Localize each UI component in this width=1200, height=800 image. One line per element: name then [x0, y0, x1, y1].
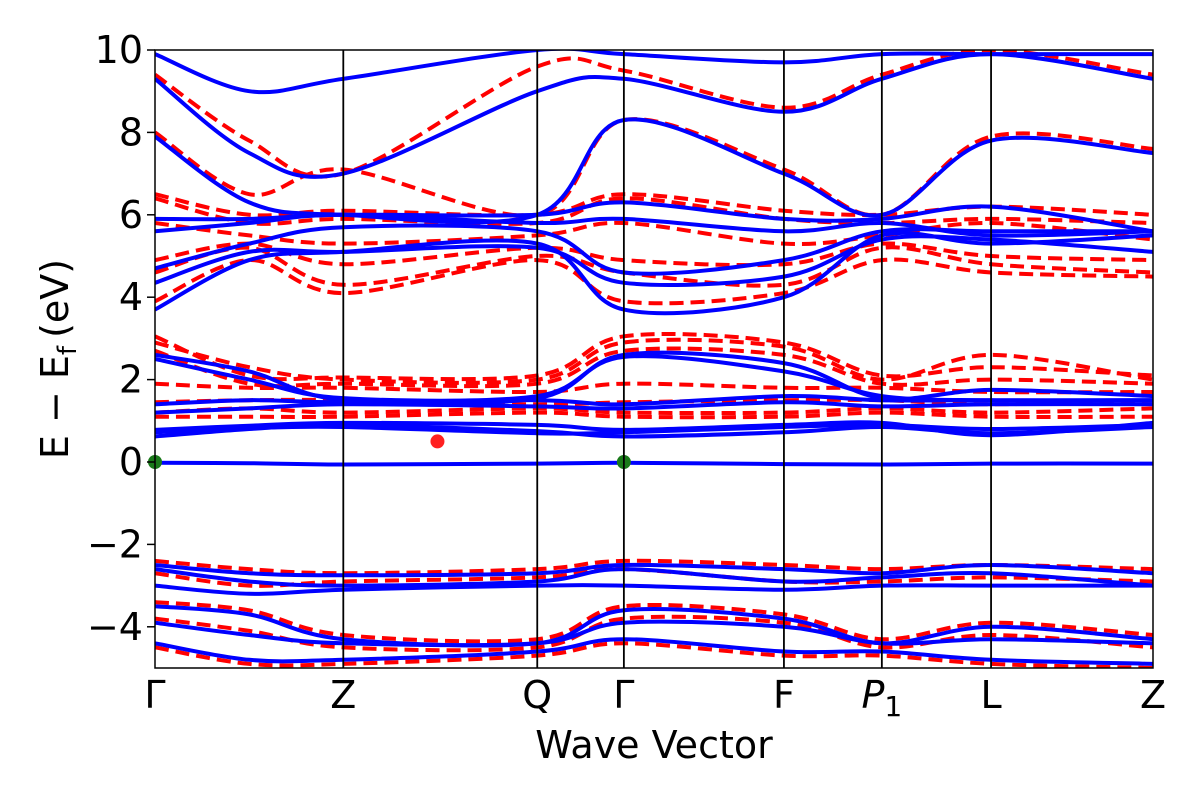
band-blue-21: [155, 637, 1153, 666]
y-axis-label: E − Ef (eV): [33, 259, 83, 459]
band-red-30: [155, 196, 1153, 226]
band-red-34: [155, 257, 1153, 306]
y-tick-label-1: 8: [119, 110, 143, 154]
band-red-39: [155, 600, 1153, 644]
band-blue-8: [155, 234, 1153, 287]
band-red-23: [155, 337, 1153, 385]
marker-2: [430, 434, 445, 449]
band-blue-12: [155, 200, 1153, 234]
bands-layer: [155, 50, 1153, 668]
band-blue-7: [155, 354, 1153, 403]
y-tick-label-5: 0: [119, 440, 143, 484]
x-tick-label-6: L: [980, 673, 1001, 717]
band-red-28: [155, 410, 1153, 420]
x-tick-label-0: Γ: [144, 673, 165, 717]
band-blue-14: [155, 52, 1153, 179]
x-tick-label-4: F: [773, 673, 795, 717]
band-blue-18: [155, 583, 1153, 596]
x-ticks: Γ Z Q Γ F P1 L Z: [144, 673, 1166, 723]
y-tick-label-2: 6: [119, 193, 143, 237]
x-tick-label-1: Z: [330, 673, 356, 717]
y-axis-label-main: E − E: [33, 355, 77, 459]
band-blue-17: [155, 567, 1153, 588]
band-red-37: [155, 558, 1153, 576]
band-red-41: [155, 641, 1153, 668]
band-blue-2: [155, 422, 1153, 436]
y-axis-label-unit: (eV): [33, 259, 77, 338]
band-blue-4: [155, 400, 1153, 415]
band-blue-20: [155, 619, 1153, 648]
y-tick-label-4: 2: [119, 358, 143, 402]
x-tick-label-7: Z: [1140, 673, 1166, 717]
band-red-31: [155, 220, 1153, 246]
x-tick-label-2: Q: [522, 673, 552, 717]
y-tick-label-0: 10: [95, 28, 143, 72]
markers-layer: [148, 434, 631, 469]
band-blue-0: [155, 460, 1153, 467]
kpoint-lines: [342, 50, 992, 668]
band-red-27: [155, 406, 1153, 416]
y-axis-label-sub: f: [53, 345, 83, 355]
y-tick-label-6: −2: [87, 522, 143, 566]
x-tick-label-3: Γ: [613, 673, 634, 717]
y-tick-label-3: 4: [119, 275, 143, 319]
band-blue-3: [155, 420, 1153, 438]
band-red-36: [155, 50, 1153, 179]
y-tick-label-7: −4: [87, 605, 143, 649]
y-ticks: 10 8 6 4 2 0 −2 −4: [87, 28, 155, 649]
band-blue-16: [155, 562, 1153, 578]
band-blue-10: [155, 223, 1153, 276]
x-tick-label-5: P1: [861, 673, 902, 723]
plot-frame: [154, 49, 1154, 669]
x-axis-label: Wave Vector: [535, 723, 773, 767]
